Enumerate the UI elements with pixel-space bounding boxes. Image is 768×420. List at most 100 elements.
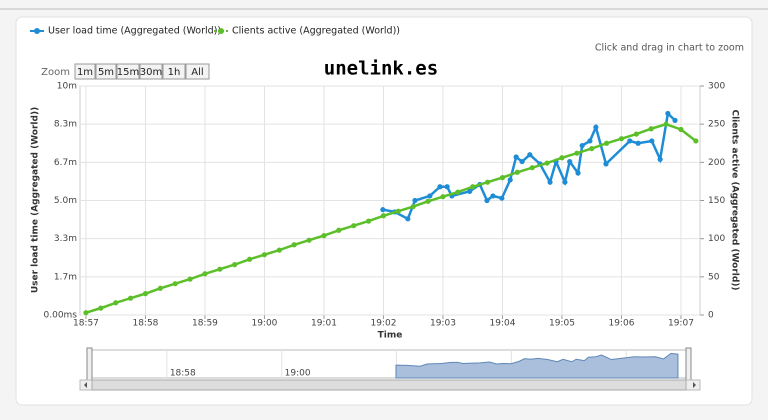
x-tick-label: 19:02 xyxy=(370,319,396,329)
zoom-button[interactable]: 15m xyxy=(116,63,140,80)
zoom-button-box[interactable] xyxy=(95,63,117,80)
y-tick-label: 3.3m xyxy=(54,234,77,244)
zoom-button-label[interactable]: 15m xyxy=(117,67,139,78)
scrollbar-thumb[interactable] xyxy=(91,379,687,391)
data-point xyxy=(246,256,253,262)
zoom-button[interactable]: All xyxy=(185,63,210,80)
y2-tick-label: 50 xyxy=(708,272,720,282)
zoom-button-box[interactable] xyxy=(116,63,140,80)
top-border xyxy=(0,8,768,10)
zoom-button-label[interactable]: 30m xyxy=(140,67,162,78)
data-point xyxy=(513,154,519,160)
data-point xyxy=(633,131,639,137)
x-tick-label: 19:01 xyxy=(311,319,337,329)
data-point xyxy=(574,150,580,156)
y2-tick-label: 250 xyxy=(708,120,725,130)
navigator-tick-label: 19:00 xyxy=(285,369,311,379)
navigator-handle-left[interactable] xyxy=(86,347,93,381)
data-point xyxy=(83,310,89,316)
data-point xyxy=(618,136,625,142)
data-point xyxy=(484,179,491,185)
data-point xyxy=(499,195,505,201)
zoom-button[interactable]: 30m xyxy=(139,63,163,80)
x-axis-title: Time xyxy=(378,331,403,341)
data-point xyxy=(514,169,520,175)
y2-tick-label: 200 xyxy=(708,158,725,168)
data-point xyxy=(484,197,490,204)
data-point xyxy=(527,152,533,158)
data-point xyxy=(603,161,609,167)
data-point xyxy=(559,155,565,161)
zoom-button-box[interactable] xyxy=(74,63,96,80)
navigator-tick-label: 18:58 xyxy=(170,369,196,379)
zoom-buttons: 1m 5m 15m 30m 1h All xyxy=(74,63,210,80)
y-tick-label: 6.7m xyxy=(54,158,77,168)
zoom-button-box[interactable] xyxy=(162,63,186,80)
legend-label[interactable]: User load time (Aggregated (World)) xyxy=(48,26,221,37)
legend-dot[interactable] xyxy=(34,28,40,34)
x-tick-label: 18:58 xyxy=(132,319,158,329)
data-point xyxy=(98,305,104,311)
data-point xyxy=(663,121,669,127)
data-point xyxy=(672,117,678,123)
data-point xyxy=(395,208,401,214)
legend-label[interactable]: Clients active (Aggregated (World)) xyxy=(232,26,400,37)
data-point xyxy=(657,156,663,162)
y-tick-label: 10m xyxy=(57,82,77,92)
zoom-button-label[interactable]: 1h xyxy=(168,67,181,78)
grid: 18:57 18:58 18:59 19:00 19:01 19:02 19:03 19:04… xyxy=(44,82,726,329)
data-point xyxy=(593,124,599,130)
data-point xyxy=(587,138,593,144)
zoom-button-box[interactable] xyxy=(139,63,163,80)
x-tick-label: 19:06 xyxy=(608,319,634,329)
data-point xyxy=(467,188,473,194)
zoom-button-box[interactable] xyxy=(185,63,210,80)
data-point xyxy=(306,237,312,243)
data-point xyxy=(427,193,433,199)
data-point xyxy=(444,184,450,190)
y-tick-label: 1.7m xyxy=(54,272,77,282)
y-axis-title: User load time (Aggregated (World)) xyxy=(31,107,41,293)
data-point xyxy=(276,247,282,253)
data-point xyxy=(425,198,431,204)
chart-subtitle: Click and drag in chart to zoom xyxy=(595,43,744,54)
data-point xyxy=(603,140,610,146)
data-point xyxy=(544,160,550,166)
data-point xyxy=(380,213,387,219)
data-point xyxy=(635,140,641,146)
plot xyxy=(83,110,699,316)
data-point xyxy=(529,165,535,171)
zoom-button-label[interactable]: 1m xyxy=(77,67,93,78)
navigator-handle-right[interactable] xyxy=(685,347,692,381)
x-tick-label: 19:00 xyxy=(251,319,277,329)
zoom-button-label[interactable]: All xyxy=(191,67,203,78)
navigator-area xyxy=(395,352,679,379)
data-point xyxy=(187,276,193,282)
data-point xyxy=(678,126,684,133)
y2-tick-label: 150 xyxy=(708,196,725,206)
zoom-button[interactable]: 5m xyxy=(95,63,117,80)
data-point xyxy=(321,233,327,239)
data-point xyxy=(410,204,416,210)
data-point xyxy=(380,207,386,213)
chart-title: unelink.es xyxy=(324,58,438,80)
legend-dot[interactable] xyxy=(218,28,224,34)
zoom-button[interactable]: 1h xyxy=(162,63,186,80)
data-point xyxy=(217,266,223,272)
data-point xyxy=(470,184,476,190)
data-point xyxy=(336,227,342,233)
x-tick-label: 19:07 xyxy=(668,319,694,329)
data-point xyxy=(507,177,513,183)
data-point xyxy=(649,138,655,144)
data-point xyxy=(648,126,654,132)
data-point xyxy=(351,223,357,229)
zoom-button-label[interactable]: 5m xyxy=(98,67,114,78)
y-tick-label: 0.00ms xyxy=(44,311,78,321)
data-point xyxy=(405,216,411,222)
legend: User load time (Aggregated (World)) Clien… xyxy=(30,26,400,37)
y2-tick-label: 100 xyxy=(708,234,725,244)
zoom-button[interactable]: 1m xyxy=(74,63,96,80)
